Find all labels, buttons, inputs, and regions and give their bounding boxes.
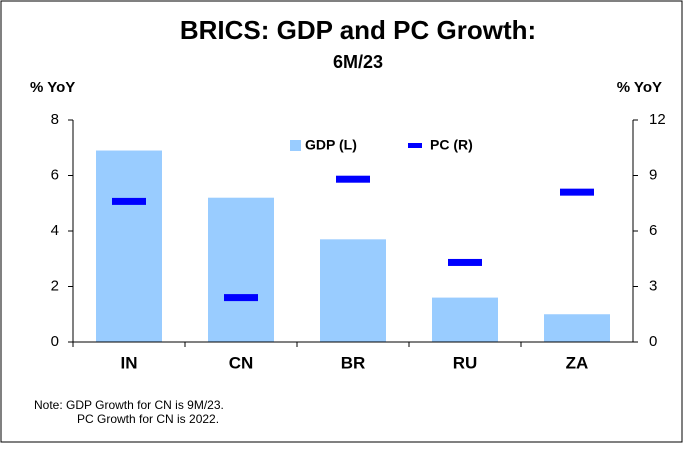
- note: Note: GDP Growth for CN is 9M/23.: [34, 398, 224, 412]
- marker: [336, 175, 370, 183]
- y-tick-label: 0: [51, 333, 59, 350]
- bar: [96, 150, 162, 342]
- y2-tick-label: 3: [649, 277, 657, 294]
- legend-swatch: [290, 140, 301, 151]
- bar: [544, 314, 610, 342]
- bar: [208, 197, 274, 342]
- legend-label: PC (R): [430, 137, 473, 153]
- legend-label: GDP (L): [305, 137, 357, 153]
- marker: [224, 294, 258, 302]
- y2-tick-label: 0: [649, 333, 657, 350]
- x-tick-label: ZA: [566, 353, 589, 372]
- y-tick-label: 8: [51, 111, 59, 128]
- marker: [448, 258, 482, 266]
- note: PC Growth for CN is 2022.: [77, 412, 219, 426]
- bar: [432, 297, 498, 342]
- marker: [112, 197, 146, 205]
- y2-axis-label: % YoY: [617, 79, 662, 96]
- marker: [560, 188, 594, 196]
- x-tick-label: IN: [121, 353, 138, 372]
- y2-tick-label: 9: [649, 166, 657, 183]
- y-tick-label: 4: [51, 222, 59, 239]
- chart-subtitle: 6M/23: [333, 52, 383, 72]
- y-tick-label: 6: [51, 166, 59, 183]
- y-axis-label: % YoY: [30, 79, 75, 96]
- y-tick-label: 2: [51, 277, 59, 294]
- chart-title: BRICS: GDP and PC Growth:: [180, 15, 536, 45]
- legend-swatch: [408, 143, 422, 148]
- bar: [320, 239, 386, 342]
- x-tick-label: RU: [453, 353, 478, 372]
- y2-tick-label: 12: [649, 111, 666, 128]
- x-tick-label: CN: [229, 353, 254, 372]
- y2-tick-label: 6: [649, 222, 657, 239]
- x-tick-label: BR: [341, 353, 366, 372]
